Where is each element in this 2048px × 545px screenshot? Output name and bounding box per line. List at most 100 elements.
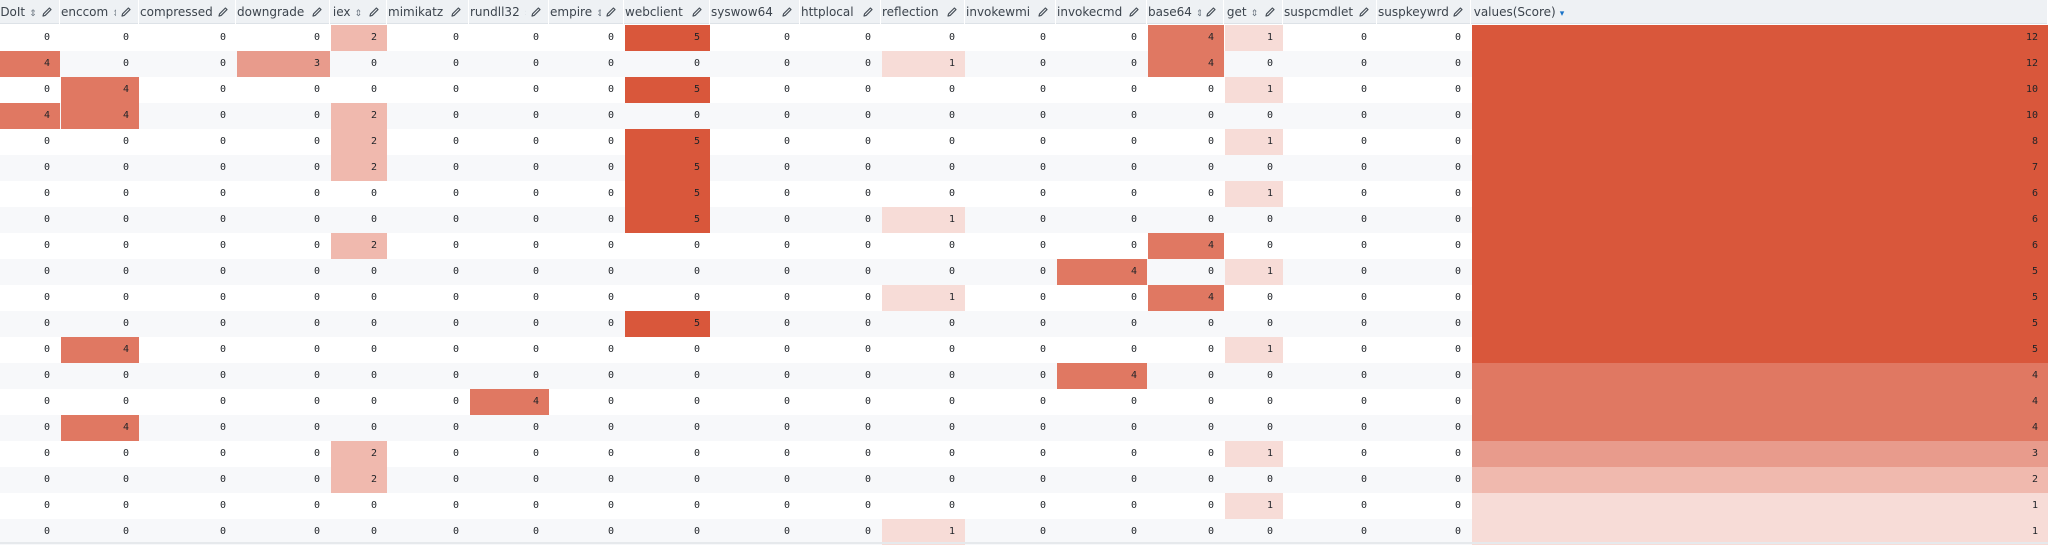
column-header[interactable]: suspcmdlet⇕ [1284, 0, 1377, 24]
table-cell: 0 [0, 389, 60, 415]
table-cell: 0 [61, 389, 139, 415]
table-cell: 2 [1472, 467, 2048, 493]
table-cell: 0 [1284, 51, 1377, 77]
pencil-icon[interactable] [217, 6, 229, 18]
column-header[interactable]: empire⇕ [550, 0, 624, 24]
column-header[interactable]: downgrade⇕ [237, 0, 330, 24]
table-cell: 0 [331, 311, 387, 337]
table-cell: 0 [470, 493, 549, 519]
column-header-label: enccom⇕ [61, 0, 116, 24]
table-cell: 1 [1225, 181, 1283, 207]
column-title: suspkeywrd [1378, 5, 1448, 19]
table-cell: 0 [1378, 25, 1471, 51]
sort-icon[interactable]: ⇕ [112, 9, 116, 19]
table-cell: 0 [1378, 415, 1471, 441]
pencil-icon[interactable] [311, 6, 323, 18]
column-header-label: downgrade⇕ [237, 0, 307, 24]
column-header[interactable]: suspkeywrd⇕ [1378, 0, 1471, 24]
column-header[interactable]: invokewmi⇕ [966, 0, 1056, 24]
column-header[interactable]: values(Score)▾ [1472, 0, 2048, 24]
pencil-icon[interactable] [946, 6, 958, 18]
pencil-icon[interactable] [781, 6, 793, 18]
pencil-icon[interactable] [1128, 6, 1140, 18]
table-cell: 0 [625, 285, 710, 311]
sort-icon[interactable]: ⇕ [355, 9, 363, 19]
table-cell: 0 [625, 389, 710, 415]
pencil-icon[interactable] [691, 6, 703, 18]
table-cell: 5 [625, 129, 710, 155]
table-cell: 0 [1378, 155, 1471, 181]
table-cell: 12 [1472, 51, 2048, 77]
pencil-icon[interactable] [120, 6, 132, 18]
column-header[interactable]: base64⇕ [1148, 0, 1224, 24]
sort-icon[interactable]: ⇕ [596, 9, 601, 19]
table-cell: 0 [801, 77, 881, 103]
table-cell: 0 [550, 181, 624, 207]
table-cell: 0 [470, 415, 549, 441]
table-cell: 0 [801, 181, 881, 207]
table-cell: 0 [331, 493, 387, 519]
table-cell: 0 [237, 233, 330, 259]
sort-icon[interactable]: ▾ [1560, 9, 1565, 19]
pencil-icon[interactable] [1264, 6, 1276, 18]
table-cell: 0 [1284, 233, 1377, 259]
table-cell: 0 [1378, 311, 1471, 337]
table-cell: 4 [61, 415, 139, 441]
column-header[interactable]: invokecmd⇕ [1057, 0, 1147, 24]
pencil-icon[interactable] [1037, 6, 1049, 18]
table-cell: 0 [0, 441, 60, 467]
table-cell: 0 [1225, 311, 1283, 337]
table-cell: 0 [1148, 441, 1224, 467]
column-header[interactable]: mimikatz⇕ [388, 0, 469, 24]
pencil-icon[interactable] [530, 6, 542, 18]
column-header[interactable]: get⇕ [1225, 0, 1283, 24]
pencil-icon[interactable] [1205, 6, 1217, 18]
pencil-icon[interactable] [862, 6, 874, 18]
sort-icon[interactable]: ⇕ [1196, 9, 1201, 19]
column-header[interactable]: rundll32⇕ [470, 0, 549, 24]
column-header[interactable]: iex⇕ [331, 0, 387, 24]
table-cell: 0 [1284, 259, 1377, 285]
pencil-icon[interactable] [1358, 6, 1370, 18]
table-cell: 0 [61, 51, 139, 77]
table-cell: 0 [801, 207, 881, 233]
sort-icon[interactable]: ⇕ [524, 9, 526, 19]
table-cell: 0 [388, 155, 469, 181]
table-cell: 0 [1057, 155, 1147, 181]
column-header[interactable]: syswow64⇕ [711, 0, 800, 24]
table-cell: 0 [625, 233, 710, 259]
pencil-icon[interactable] [450, 6, 462, 18]
table-cell: 0 [801, 129, 881, 155]
table-cell: 0 [388, 233, 469, 259]
column-header[interactable]: webclient⇕ [625, 0, 710, 24]
pencil-icon[interactable] [1452, 6, 1464, 18]
pencil-icon[interactable] [41, 6, 53, 18]
sort-icon[interactable]: ⇕ [1251, 9, 1259, 19]
table-cell: 0 [966, 259, 1056, 285]
table-cell: 0 [388, 129, 469, 155]
column-header[interactable]: reflection⇕ [882, 0, 965, 24]
table-cell: 0 [140, 415, 236, 441]
table-cell: 0 [966, 363, 1056, 389]
table-cell: 0 [237, 285, 330, 311]
pencil-icon[interactable] [368, 6, 380, 18]
table-cell: 0 [1284, 389, 1377, 415]
column-title: webclient [625, 5, 683, 19]
column-header[interactable]: httplocal⇕ [801, 0, 881, 24]
column-header[interactable]: compressed⇕ [140, 0, 236, 24]
pencil-icon[interactable] [605, 6, 617, 18]
column-header[interactable]: enccom⇕ [61, 0, 139, 24]
table-cell: 0 [470, 77, 549, 103]
sort-icon[interactable]: ⇕ [29, 9, 37, 19]
table-cell: 0 [1148, 155, 1224, 181]
table-cell: 1 [1225, 129, 1283, 155]
column-header[interactable]: DoIt⇕ [0, 0, 60, 24]
table-cell: 0 [331, 363, 387, 389]
column-header-label: suspkeywrd⇕ [1378, 0, 1448, 24]
table-cell: 0 [882, 441, 965, 467]
table-cell: 0 [388, 51, 469, 77]
